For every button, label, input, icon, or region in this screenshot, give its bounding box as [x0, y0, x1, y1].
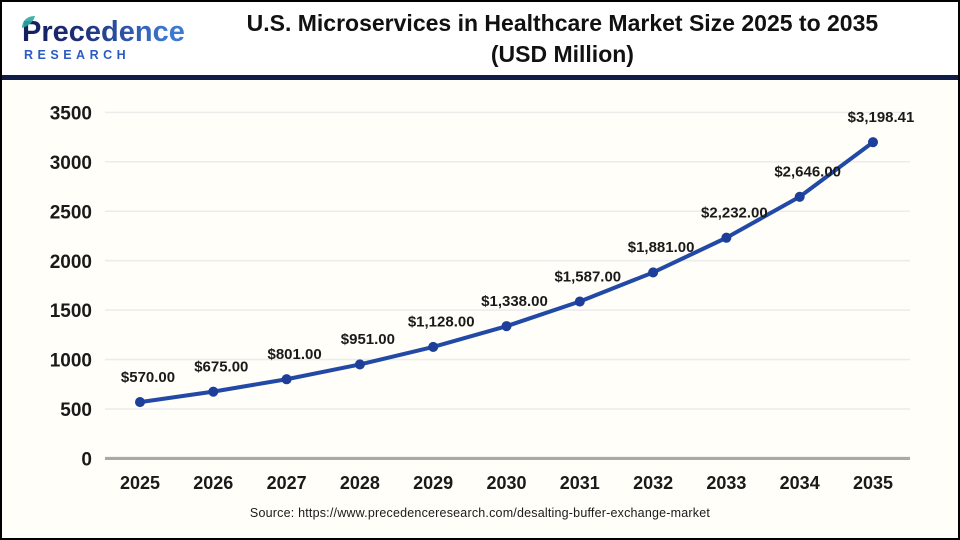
data-point: [868, 137, 878, 148]
chart-title: U.S. Microservices in Healthcare Market …: [185, 8, 948, 70]
x-tick-label: 2025: [120, 473, 160, 493]
y-tick-label: 2000: [50, 252, 92, 273]
data-point-label: $2,232.00: [701, 204, 768, 221]
x-tick-label: 2028: [340, 473, 380, 493]
data-point: [354, 359, 365, 370]
x-tick-label: 2032: [633, 473, 673, 493]
x-tick-label: 2034: [780, 473, 820, 493]
data-point-label: $1,338.00: [481, 293, 548, 310]
data-point: [501, 321, 512, 332]
leaf-icon: [22, 16, 35, 28]
data-point: [721, 232, 732, 243]
x-tick-label: 2031: [560, 473, 600, 493]
series-line: [138, 140, 875, 405]
brand-name: Precedence: [22, 16, 185, 48]
brand-logo: Precedence RESEARCH: [22, 15, 185, 62]
plot-area: 0 500 1000 1500 2000 2500 3000 3500 2025 2026 2027…: [2, 80, 958, 506]
y-tick-label: 3000: [50, 153, 92, 174]
data-point-label: $570.00: [121, 369, 175, 386]
y-tick-label: 0: [81, 449, 92, 470]
chart-title-line1: U.S. Microservices in Healthcare Market …: [246, 9, 879, 36]
y-tick-label: 2500: [50, 202, 92, 223]
data-point: [428, 341, 439, 352]
header: Precedence RESEARCH U.S. Microservices i…: [2, 2, 958, 80]
data-point-label: $2,646.00: [774, 163, 841, 180]
x-tick-label: 2027: [267, 473, 307, 493]
data-point-label: $1,128.00: [408, 314, 475, 331]
data-point-label: $1,881.00: [628, 239, 695, 256]
source-text: Source: https://www.precedenceresearch.c…: [249, 506, 711, 520]
x-tick-label: 2029: [413, 473, 453, 493]
chart-title-line2: (USD Million): [490, 40, 634, 67]
data-point-label: $951.00: [341, 331, 395, 348]
data-point: [208, 386, 219, 397]
data-point: [794, 191, 805, 202]
footer: Source: https://www.precedenceresearch.c…: [2, 506, 958, 538]
x-tick-label: 2035: [853, 473, 893, 493]
x-tick-label: 2026: [193, 473, 233, 493]
line-chart: 0 500 1000 1500 2000 2500 3000 3500 2025 2026 2027…: [50, 103, 915, 493]
data-point-label: $3,198.41: [848, 109, 915, 126]
data-point: [135, 397, 145, 408]
data-point: [574, 296, 585, 307]
y-tick-label: 1000: [50, 351, 92, 372]
y-tick-label: 1500: [50, 301, 92, 322]
data-point-label: $675.00: [194, 358, 248, 375]
data-point-label: $801.00: [268, 346, 322, 363]
brand-subtitle: RESEARCH: [24, 48, 131, 62]
x-tick-label: 2033: [706, 473, 746, 493]
data-point-label: $1,587.00: [554, 268, 621, 285]
x-tick-label: 2030: [486, 473, 526, 493]
data-point: [281, 374, 292, 385]
data-point: [648, 267, 659, 278]
y-tick-label: 500: [60, 400, 92, 421]
y-tick-label: 3500: [50, 103, 92, 124]
